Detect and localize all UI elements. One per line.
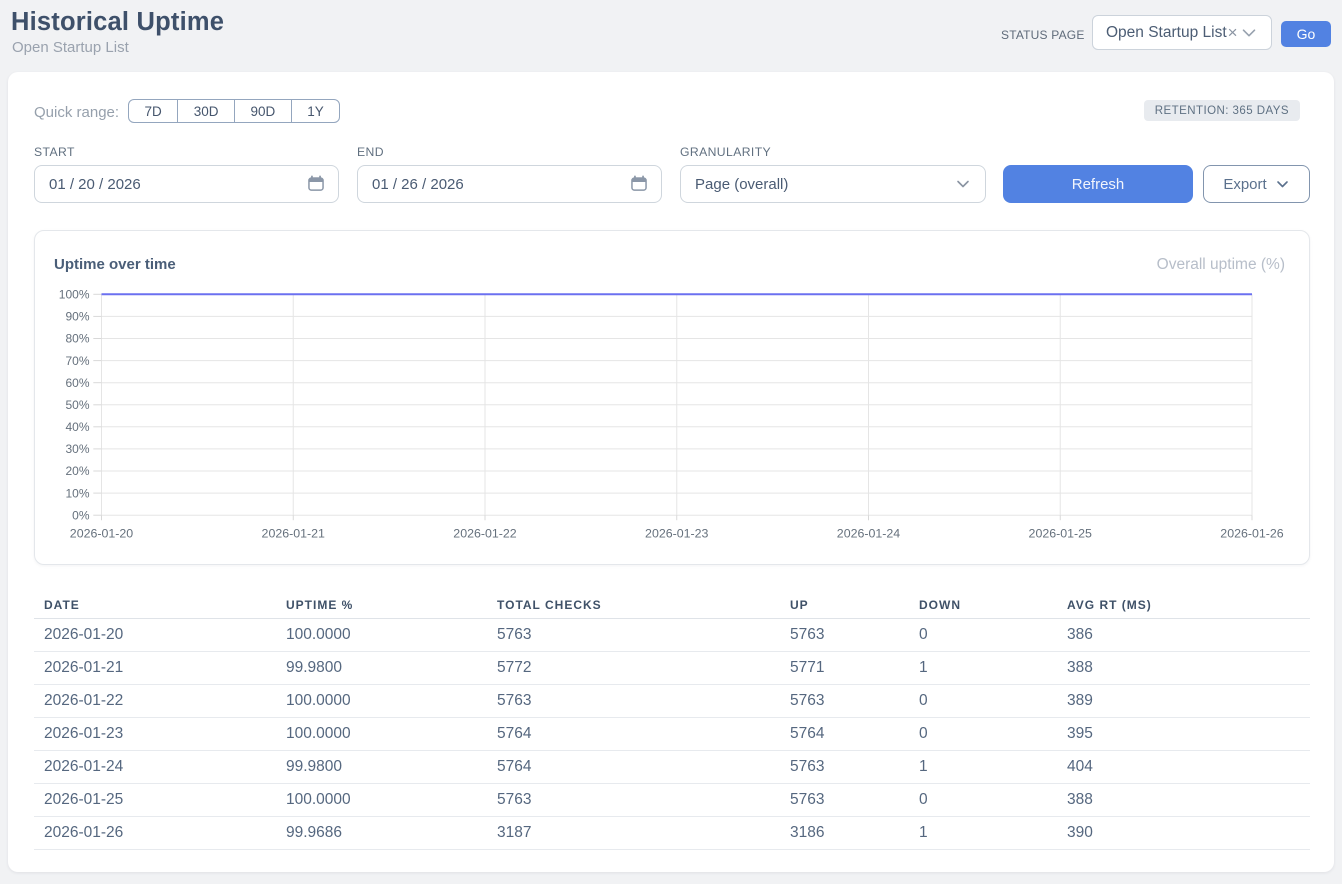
svg-text:100%: 100% (59, 288, 90, 302)
svg-text:30%: 30% (65, 442, 89, 456)
svg-text:90%: 90% (65, 310, 89, 324)
svg-text:2026-01-20: 2026-01-20 (70, 527, 133, 541)
svg-text:80%: 80% (65, 332, 89, 346)
svg-text:2026-01-26: 2026-01-26 (1220, 527, 1283, 541)
svg-text:2026-01-25: 2026-01-25 (1029, 527, 1092, 541)
svg-text:2026-01-22: 2026-01-22 (453, 527, 516, 541)
svg-text:2026-01-24: 2026-01-24 (837, 527, 900, 541)
svg-text:2026-01-21: 2026-01-21 (262, 527, 325, 541)
svg-text:40%: 40% (65, 420, 89, 434)
svg-text:0%: 0% (72, 508, 90, 522)
svg-text:70%: 70% (65, 354, 89, 368)
svg-text:60%: 60% (65, 376, 89, 390)
svg-text:10%: 10% (65, 486, 89, 500)
svg-text:20%: 20% (65, 464, 89, 478)
svg-text:50%: 50% (65, 398, 89, 412)
svg-text:2026-01-23: 2026-01-23 (645, 527, 708, 541)
